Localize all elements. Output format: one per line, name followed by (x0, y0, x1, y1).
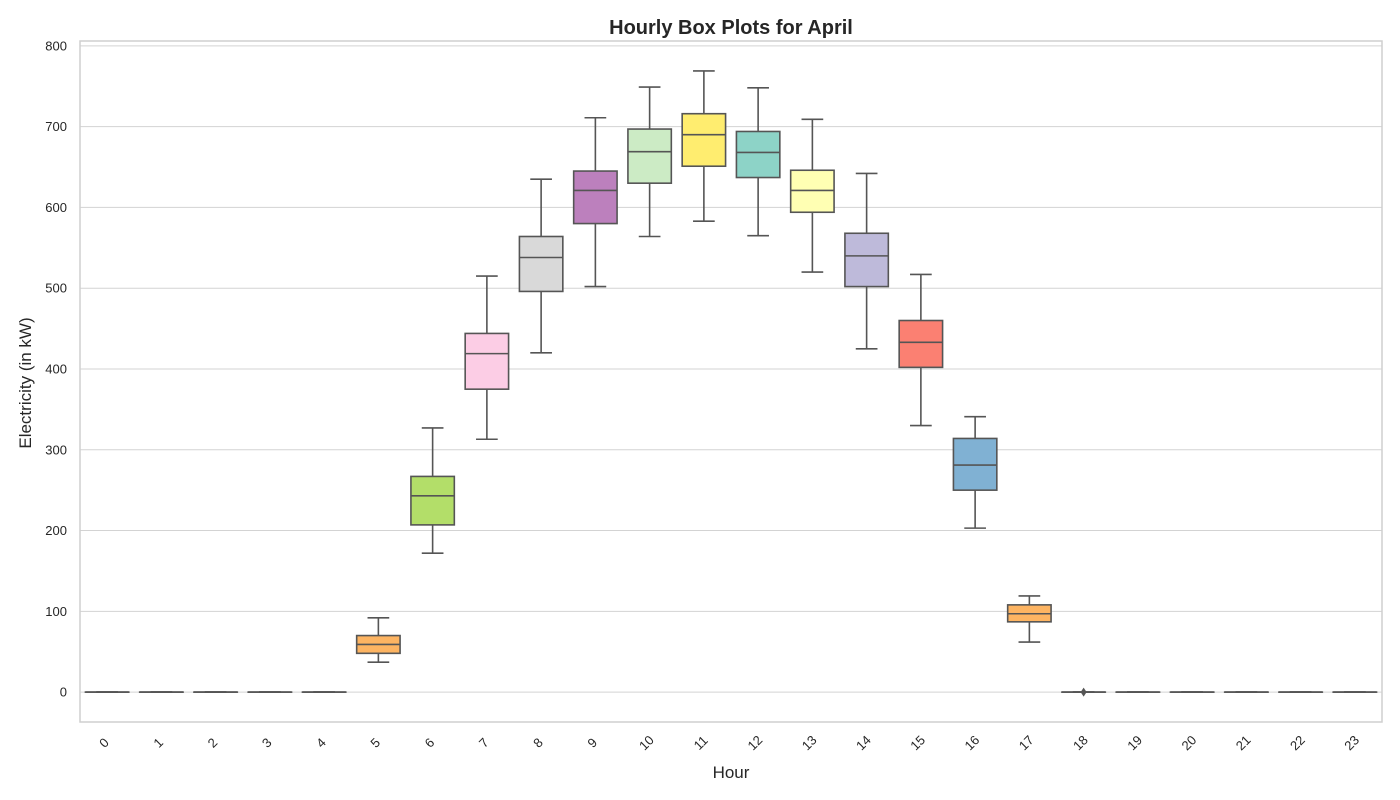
x-tick-label: 7 (476, 735, 492, 751)
y-gridlines (80, 45, 1382, 693)
box-hour-9 (572, 116, 618, 288)
y-tick-label: 700 (45, 119, 67, 134)
x-tick-label: 1 (150, 735, 166, 751)
x-tick-label: 16 (962, 732, 983, 753)
y-tick-label: 400 (45, 361, 67, 376)
y-tick-label: 800 (45, 38, 67, 53)
box-hour-13 (789, 118, 835, 273)
box-hour-17 (1006, 595, 1052, 643)
y-tick-labels: 0 100 200 300 400 500 600 700 800 (45, 38, 67, 699)
x-tick-label: 11 (691, 733, 711, 753)
x-tick-label: 14 (853, 732, 874, 753)
x-axis-label: Hour (713, 763, 750, 782)
x-tick-label: 21 (1233, 732, 1254, 753)
iqr-box (844, 232, 890, 288)
y-tick-label: 500 (45, 281, 67, 296)
iqr-box (464, 332, 510, 390)
x-tick-label: 13 (799, 732, 820, 753)
box-hour-6 (410, 427, 456, 554)
iqr-box (789, 169, 835, 214)
y-tick-label: 600 (45, 200, 67, 215)
x-tick-label: 17 (1016, 732, 1037, 753)
x-tick-label: 8 (530, 735, 546, 751)
chart-title: Hourly Box Plots for April (609, 17, 853, 39)
x-tick-label: 15 (907, 732, 928, 753)
iqr-box (898, 319, 944, 369)
iqr-box (681, 112, 727, 168)
box-hour-8 (518, 178, 564, 354)
x-tick-label: 23 (1341, 732, 1362, 753)
x-tick-label: 2 (205, 735, 221, 751)
x-tick-label: 9 (584, 735, 600, 751)
x-tick-label: 10 (636, 732, 657, 753)
x-tick-label: 19 (1124, 732, 1145, 753)
iqr-box (735, 130, 781, 179)
outlier-marker (1080, 687, 1087, 697)
x-tick-label: 5 (367, 735, 383, 751)
x-tick-label: 18 (1070, 732, 1091, 753)
y-tick-label: 200 (45, 523, 67, 538)
box-hour-7 (464, 275, 510, 441)
box-hour-15 (898, 273, 944, 427)
y-axis-label: Electricity (in kW) (16, 317, 35, 448)
y-tick-label: 300 (45, 442, 67, 457)
iqr-box (952, 437, 998, 491)
iqr-box (518, 235, 564, 293)
x-tick-label: 0 (96, 735, 112, 751)
x-tick-label: 6 (422, 735, 438, 751)
iqr-box (572, 170, 618, 225)
x-tick-label: 20 (1179, 732, 1200, 753)
x-tick-label: 4 (313, 735, 329, 751)
box-hour-12 (735, 87, 781, 237)
x-tick-label: 22 (1287, 732, 1308, 753)
x-tick-label: 3 (259, 735, 275, 751)
x-tick-label: 12 (745, 732, 766, 753)
box-hour-10 (627, 86, 673, 238)
x-tick-labels: 0 1 2 3 4 5 6 7 8 9 10 11 12 13 14 15 16 17 18 19 20 21 22 23 (96, 732, 1362, 753)
box-hour-11 (681, 70, 727, 222)
iqr-box (627, 128, 673, 184)
box-hour-14 (844, 172, 890, 350)
box-plots (84, 70, 1378, 697)
box-hour-5 (355, 616, 401, 664)
box-hour-16 (952, 415, 998, 529)
box-hour-18 (1061, 687, 1107, 697)
y-tick-label: 0 (60, 685, 67, 700)
iqr-box (410, 475, 456, 526)
y-tick-label: 100 (45, 604, 67, 619)
plot-frame (79, 40, 1383, 723)
